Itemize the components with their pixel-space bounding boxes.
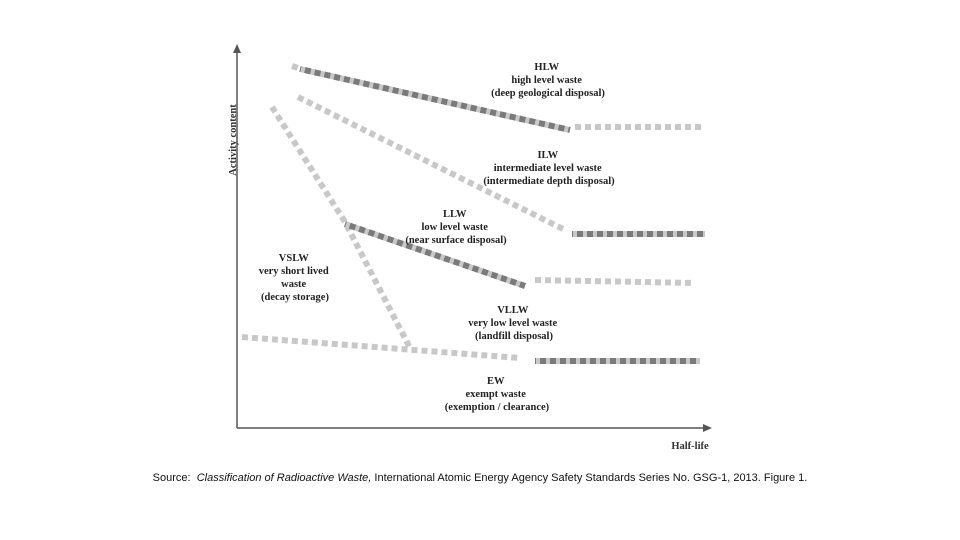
hlw-boundary-start [291,63,299,71]
region-labels: HLW high level waste (deep geological di… [259,62,615,413]
vslw-boundary [269,105,413,350]
hlw-boundary-dark [299,66,571,133]
llw-label: LLW low level waste (near surface dispos… [405,209,507,246]
x-axis-arrow-icon [703,424,712,432]
boundaries [241,63,705,364]
source-caption: Source: Classification of Radioactive Wa… [0,472,960,484]
caption-title: Classification of Radioactive Waste, [196,472,372,484]
y-axis-arrow-icon [233,44,241,53]
y-axis-label: Activity content [228,104,239,176]
ilw-label: ILW intermediate level waste (intermedia… [483,150,615,187]
axes: Activity content Half-life [228,44,712,452]
caption-rest: International Atomic Energy Agency Safet… [371,472,808,484]
vllw-label: VLLW very low level waste (landfill disp… [468,305,560,342]
x-axis-label: Half-life [671,441,709,452]
caption-prefix: Source: [152,472,197,484]
ilw-llw-boundary-dark [344,221,526,289]
ew-boundary [241,334,521,361]
ew-label: EW exempt waste (exemption / clearance) [445,376,550,413]
ilw-llw-tail [534,277,696,286]
hlw-label: HLW high level waste (deep geological di… [491,62,605,99]
vslw-label: VSLW very short lived waste (decay stora… [259,253,332,303]
